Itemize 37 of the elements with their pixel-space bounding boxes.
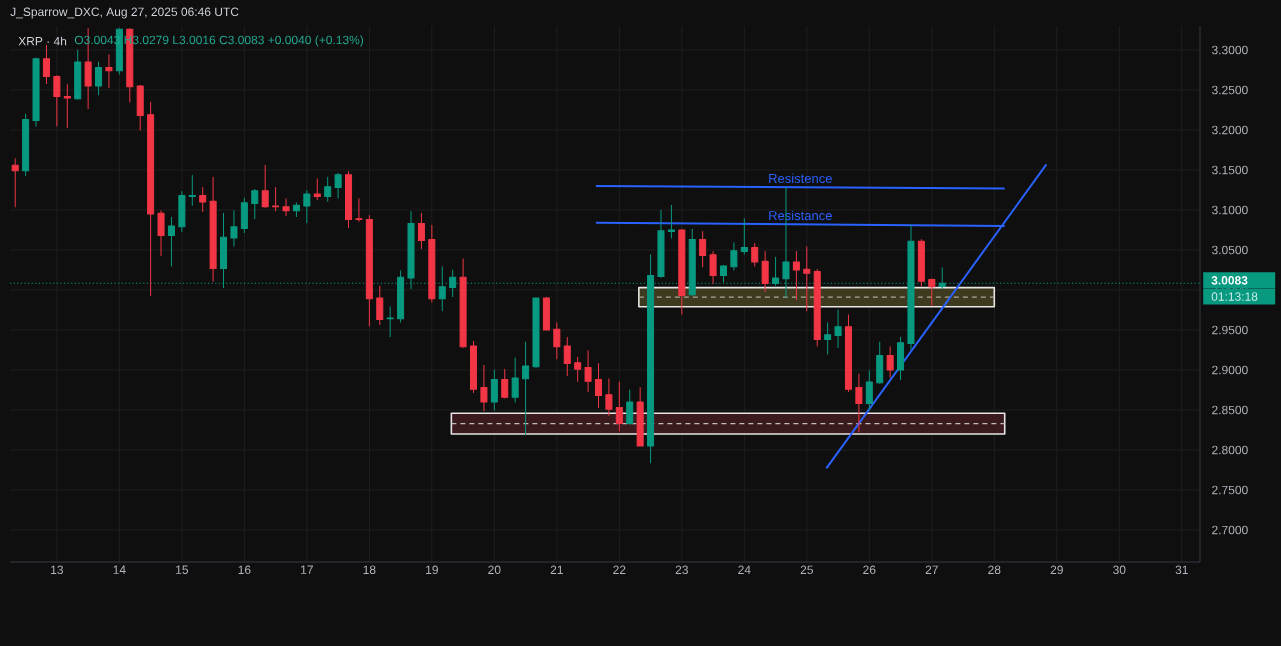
x-tick-label: 17 [301, 565, 313, 574]
x-tick-label: 19 [426, 565, 438, 575]
x-tick-label: 21 [550, 565, 563, 574]
x-tick-label: 27 [925, 565, 938, 574]
x-tick-label: 18 [363, 565, 376, 575]
x-tick-label: 24 [738, 565, 751, 574]
x-tick-label: 29 [1050, 565, 1063, 575]
text: XRP · 4h [18, 36, 67, 46]
y-tick-label: 3.3000 [1211, 45, 1248, 55]
y-tick-label: 2.7000 [1212, 525, 1248, 535]
y-tick-label: 3.1000 [1211, 205, 1248, 215]
y-tick-label: 2.9000 [1212, 365, 1248, 375]
y-tick-label: 3.2000 [1211, 125, 1248, 135]
x-tick-label: 26 [863, 565, 876, 575]
y-tick-label: 3.1500 [1211, 165, 1248, 175]
series-label: Resistence [769, 173, 832, 183]
x-tick-label: 25 [800, 565, 813, 575]
y-tick-label: 3.0500 [1211, 245, 1248, 255]
x-tick-label: 22 [613, 565, 626, 574]
x-tick-label: 15 [176, 565, 189, 574]
x-tick-label: 30 [1113, 565, 1126, 575]
x-tick-label: 28 [988, 565, 1001, 575]
y-tick-label: 2.7500 [1212, 485, 1248, 495]
y-tick-label: 2.8500 [1212, 405, 1248, 415]
x-tick-label: 14 [113, 565, 126, 574]
x-tick-label: 13 [51, 565, 64, 575]
y-tick-label: 2.9500 [1212, 325, 1248, 335]
x-tick-label: 23 [675, 565, 688, 575]
ref-line-label: 3.0083 [1211, 276, 1248, 285]
x-tick-label: 20 [488, 565, 501, 575]
text: 01:13:18 [1211, 292, 1258, 301]
x-tick-label: 31 [1175, 565, 1188, 575]
series-label: Resistance [769, 210, 832, 221]
x-tick-label: 16 [238, 565, 251, 575]
text: J_Sparrow_DXC, Aug 27, 2025 06:46 UTC [10, 7, 239, 19]
y-tick-label: 3.2500 [1211, 85, 1248, 95]
y-tick-label: 2.8000 [1212, 445, 1248, 455]
